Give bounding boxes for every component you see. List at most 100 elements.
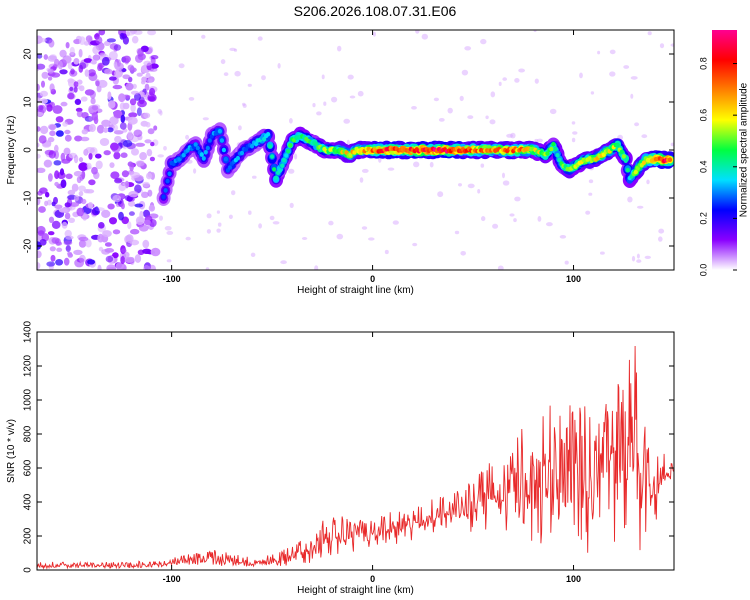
noise-blob [73,154,79,164]
noise-blob [88,152,93,160]
noise-blob [69,46,75,56]
snr-x-ticks: -100 0 100 [163,332,581,584]
ridge-mark [235,155,240,161]
noise-blob [502,172,505,179]
noise-blob [70,68,75,75]
noise-blob [137,48,144,57]
ridge-mark [181,152,186,158]
noise-blob [229,47,236,52]
noise-blob [83,58,93,63]
noise-blob [217,222,222,227]
noise-blob [128,211,135,216]
ridge-mark [272,167,277,172]
ridge-mark [221,147,226,153]
noise-blob [61,221,68,229]
noise-blob [467,115,474,119]
noise-blob [437,191,444,198]
noise-blob [88,179,96,186]
noise-blob [62,55,72,64]
noise-blob [585,210,591,215]
noise-blob [62,121,68,127]
noise-blob [312,103,316,108]
noise-blob [95,153,102,159]
noise-blob [670,142,674,147]
noise-blob [50,254,56,262]
ridge-mark [274,175,279,181]
noise-blob [114,69,123,78]
noise-blob [49,83,55,92]
noise-blob [53,196,58,205]
noise-blob [104,242,112,247]
noise-blob [84,89,95,96]
noise-blob [95,160,103,170]
y-tick-label: 200 [23,527,34,544]
noise-blob [46,261,56,267]
noise-blob [588,179,594,184]
noise-blob [115,262,125,270]
noise-blob [314,265,319,270]
noise-blob [65,235,74,240]
noise-blob [497,265,504,270]
ridge-mark [549,146,554,152]
noise-blob [40,98,48,104]
noise-blob [81,112,89,119]
noise-blob [571,121,576,125]
ridge-mark [201,156,206,161]
noise-blob [79,62,87,70]
y-tick-label: 0 [23,567,34,573]
ridge-mark [286,149,291,154]
noise-blob [467,183,475,189]
noise-blob [150,247,161,257]
noise-blob [149,87,156,96]
noise-blob [78,236,89,242]
noise-blob [144,139,152,144]
noise-blob [74,194,79,202]
noise-blob [150,55,159,60]
noise-blob [65,42,70,49]
noise-blob [78,239,87,248]
noise-blob [412,242,418,247]
noise-blob [148,219,157,227]
noise-blob [64,212,71,220]
noise-blob [48,150,56,159]
noise-blob [147,46,154,54]
noise-blob [85,239,92,248]
noise-blob [76,110,84,118]
noise-blob [73,58,80,65]
noise-blob [67,61,73,70]
noise-blob [458,183,462,187]
noise-blob [63,257,70,266]
noise-blob [47,231,55,236]
noise-blob [107,91,112,100]
noise-blob [150,63,159,69]
noise-blob [87,69,96,77]
noise-blob [96,124,105,134]
noise-blob [564,260,569,265]
noise-blob [96,85,102,93]
noise-blob [113,61,118,68]
noise-blob [129,30,138,35]
noise-blob [97,64,103,72]
noise-blob [609,49,616,55]
colorbar-tick-label: 0.8 [698,57,708,70]
noise-blob [38,135,47,144]
noise-blob [132,83,137,89]
noise-blob [68,217,75,223]
y-tick-label: 800 [23,425,34,442]
noise-blob [97,264,102,270]
noise-blob [588,192,593,196]
noise-blob [421,33,428,40]
noise-blob [37,63,46,70]
noise-blob [336,233,344,240]
noise-blob [492,223,499,229]
noise-blob [102,230,112,238]
noise-blob [45,191,50,198]
noise-blob [294,153,298,160]
noise-blob [85,35,93,43]
snr-frame [36,331,675,571]
noise-blob [37,83,40,91]
noise-blob [107,127,114,133]
noise-blob [91,105,99,111]
figure-title: S206.2026.108.07.31.E06 [294,3,457,19]
noise-blob [141,191,149,198]
